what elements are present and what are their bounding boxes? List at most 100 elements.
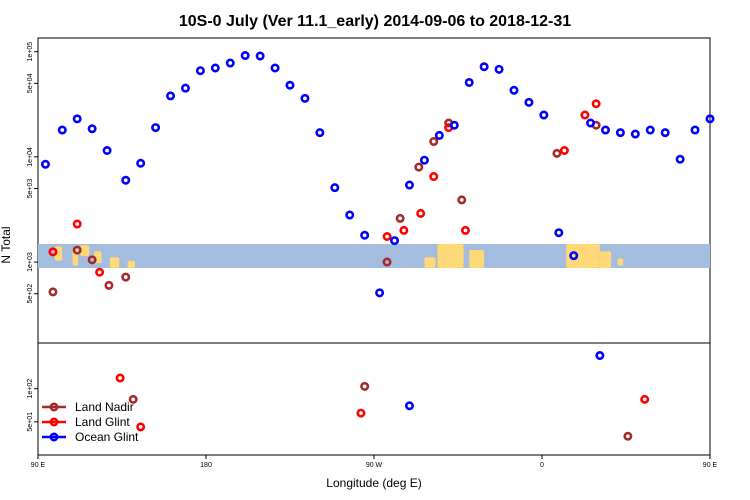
- x-tick-label: 0: [540, 462, 544, 469]
- y-axis-label: N Total: [0, 226, 13, 263]
- y-tick-label: 5e+02: [27, 284, 34, 304]
- land-nadir-point: [72, 245, 82, 255]
- y-tick-label: 1e+04: [27, 147, 34, 167]
- ocean-glint-point: [166, 91, 176, 101]
- land-nadir-point: [395, 213, 405, 223]
- land-nadir-point: [48, 287, 58, 297]
- ocean-glint-point: [509, 85, 519, 95]
- ocean-glint-point: [57, 125, 67, 135]
- upper-plot-frame: [37, 37, 711, 344]
- land-shape: [109, 257, 120, 268]
- y-tick-label: 5e+01: [27, 412, 34, 432]
- land-glint-point: [382, 231, 392, 241]
- ocean-glint-point: [586, 118, 596, 128]
- world-map-strip: [38, 244, 710, 268]
- x-tick-label: 90 E: [31, 462, 46, 469]
- legend-label: Ocean Glint: [75, 430, 139, 444]
- legend-label: Land Glint: [75, 415, 130, 429]
- ocean-glint-point: [660, 128, 670, 138]
- land-nadir-point: [87, 255, 97, 265]
- ocean-glint-point: [360, 230, 370, 240]
- lower-plot-frame: [37, 342, 711, 456]
- x-tick-label: 90 E: [703, 462, 718, 469]
- ocean-glint-point: [690, 125, 700, 135]
- ocean-glint-point: [404, 401, 414, 411]
- data-points: [40, 51, 715, 441]
- land-nadir-point: [121, 272, 131, 282]
- land-shape: [437, 244, 464, 268]
- ocean-glint-point: [270, 63, 280, 73]
- y-tick-label: 5e+04: [27, 73, 34, 93]
- ocean-glint-point: [285, 80, 295, 90]
- ocean-glint-point: [705, 114, 715, 124]
- ocean-glint-point: [40, 159, 50, 169]
- x-tick-label: 90 W: [366, 462, 383, 469]
- ocean-glint-point: [479, 62, 489, 72]
- x-tick-label: 180: [200, 462, 212, 469]
- legend-marker: [49, 402, 59, 412]
- land-shape: [566, 244, 600, 268]
- land-glint-point: [559, 146, 569, 156]
- land-nadir-point: [552, 148, 562, 158]
- ocean-glint-point: [102, 146, 112, 156]
- land-nadir-point: [382, 257, 392, 267]
- ocean-glint-point: [136, 158, 146, 168]
- ocean-glint-point: [434, 130, 444, 140]
- land-glint-point: [72, 219, 82, 229]
- ocean-glint-point: [404, 180, 414, 190]
- ocean-glint-point: [524, 97, 534, 107]
- land-shape: [599, 251, 612, 268]
- ocean-glint-point: [494, 64, 504, 74]
- land-shape: [617, 258, 624, 266]
- land-nadir-point: [414, 162, 424, 172]
- ocean-glint-point: [87, 124, 97, 134]
- land-glint-point: [115, 373, 125, 383]
- chart-title: 10S-0 July (Ver 11.1_early) 2014-09-06 t…: [179, 13, 571, 30]
- land-glint-point: [356, 408, 366, 418]
- land-nadir-point: [429, 137, 439, 147]
- ocean-glint-point: [675, 154, 685, 164]
- ocean-glint-point: [300, 93, 310, 103]
- land-nadir-point: [128, 394, 138, 404]
- ocean-glint-point: [375, 288, 385, 298]
- ocean-glint-point: [121, 175, 131, 185]
- ocean-glint-point: [554, 228, 564, 238]
- land-glint-point: [640, 394, 650, 404]
- y-tick-label: 1e+03: [27, 252, 34, 272]
- x-axis: 90 E 180 90 W 0 90 E: [31, 455, 718, 469]
- legend-marker: [49, 417, 59, 427]
- land-glint-point: [460, 225, 470, 235]
- ocean-glint-point: [180, 83, 190, 93]
- land-glint-point: [416, 208, 426, 218]
- ocean-glint-point: [345, 210, 355, 220]
- lower-y-axis: 5e+01 1e+02: [27, 379, 38, 432]
- x-axis-label: Longitude (deg E): [326, 476, 421, 490]
- ocean-glint-point: [600, 125, 610, 135]
- land-glint-point: [429, 172, 439, 182]
- ocean-glint-point: [615, 128, 625, 138]
- ocean-glint-point: [151, 123, 161, 133]
- ocean-glint-point: [645, 125, 655, 135]
- legend-label: Land Nadir: [75, 400, 134, 414]
- ocean-glint-point: [569, 251, 579, 261]
- ocean-glint-point: [255, 51, 265, 61]
- ocean-glint-point: [210, 63, 220, 73]
- y-tick-label: 1e+02: [27, 379, 34, 399]
- ocean-glint-point: [630, 129, 640, 139]
- ocean-glint-point: [330, 183, 340, 193]
- ocean-glint-point: [315, 128, 325, 138]
- land-nadir-point: [360, 381, 370, 391]
- land-shape: [469, 250, 485, 268]
- land-glint-point: [95, 267, 105, 277]
- land-glint-point: [591, 99, 601, 109]
- land-glint-point: [48, 247, 58, 257]
- land-shape: [424, 257, 436, 268]
- land-glint-point: [136, 422, 146, 432]
- ocean-glint-point: [449, 120, 459, 130]
- land-glint-point: [580, 110, 590, 120]
- ocean-glint-point: [419, 155, 429, 165]
- y-tick-label: 1e+05: [27, 42, 34, 62]
- ocean-glint-point: [390, 236, 400, 246]
- ocean-glint-point: [225, 58, 235, 68]
